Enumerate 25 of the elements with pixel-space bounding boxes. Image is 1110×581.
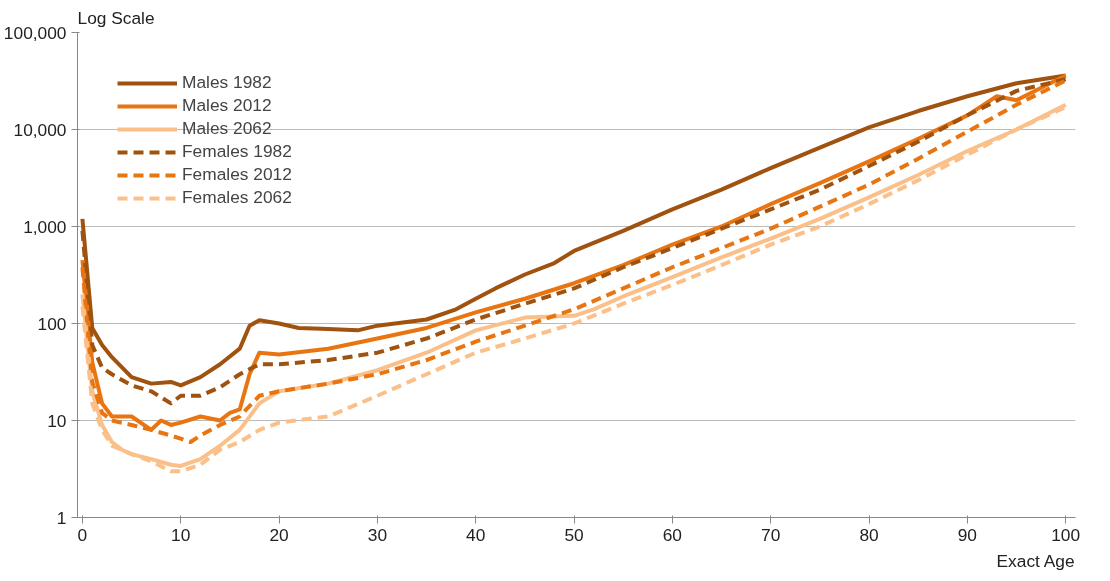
x-tick-label: 40	[466, 524, 486, 545]
y-tick-label: 100,000	[3, 22, 67, 43]
x-tick-label: 10	[171, 524, 191, 545]
y-tick-label: 10,000	[13, 119, 67, 140]
y-tick-label: 10	[47, 410, 67, 431]
x-axis-title: Exact Age	[996, 550, 1075, 571]
x-tick-label: 20	[269, 524, 289, 545]
x-tick-label: 0	[77, 524, 88, 545]
legend-label: Females 1982	[182, 141, 292, 162]
legend-label: Females 2062	[182, 187, 292, 208]
y-tick-label: 1,000	[23, 216, 67, 237]
legend-label: Males 2062	[182, 118, 272, 139]
x-tick-label: 70	[761, 524, 781, 545]
legend-label: Females 2012	[182, 164, 292, 185]
x-tick-label: 30	[367, 524, 388, 545]
legend-label: Males 2012	[182, 95, 272, 116]
legend-label: Males 1982	[182, 72, 272, 93]
x-tick-label: 100	[1051, 524, 1081, 545]
x-tick-label: 50	[564, 524, 584, 545]
x-tick-label: 90	[957, 524, 977, 545]
y-tick-label: 1	[56, 507, 67, 528]
x-tick-label: 80	[859, 524, 879, 545]
x-tick-label: 60	[662, 524, 683, 545]
y-axis-title: Log Scale	[77, 7, 155, 28]
y-tick-label: 100	[37, 313, 67, 334]
